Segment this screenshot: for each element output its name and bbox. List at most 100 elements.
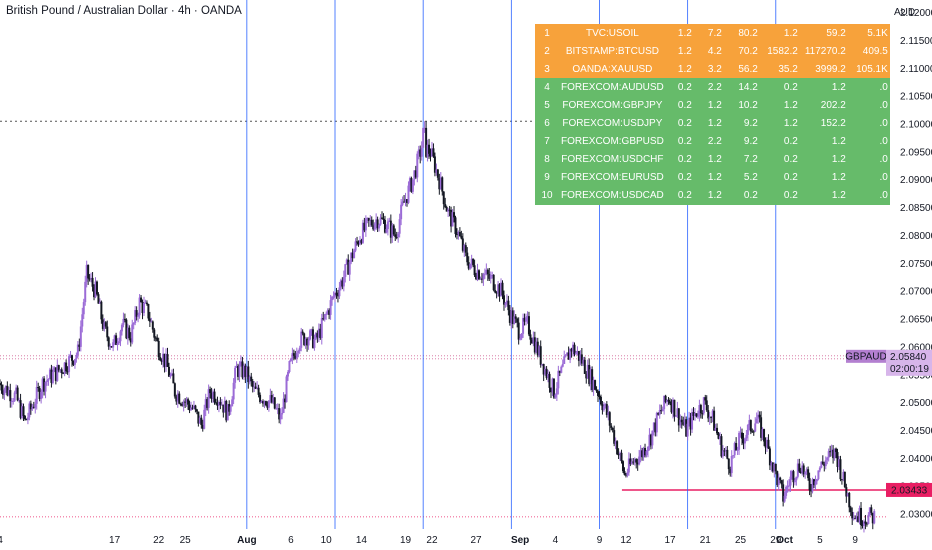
candle-body bbox=[814, 481, 817, 486]
candle-body bbox=[142, 302, 145, 314]
candle-body bbox=[68, 356, 71, 372]
candle-body bbox=[320, 318, 323, 339]
candle-body bbox=[70, 355, 73, 361]
candle-body bbox=[138, 297, 141, 316]
candle-body bbox=[357, 242, 360, 245]
candle-body bbox=[591, 369, 594, 391]
candle-body bbox=[835, 448, 838, 453]
candle-body bbox=[751, 431, 754, 433]
candle-body bbox=[857, 516, 860, 522]
candle-body bbox=[426, 144, 429, 157]
candle-body bbox=[229, 406, 232, 412]
x-tick-label: 6 bbox=[288, 535, 294, 546]
candle-body bbox=[745, 434, 748, 439]
candle-body bbox=[112, 342, 115, 348]
candle-body bbox=[577, 351, 580, 361]
x-tick-label: 22 bbox=[153, 535, 165, 546]
candle-body bbox=[799, 471, 802, 474]
candle-body bbox=[654, 422, 657, 433]
candle-body bbox=[494, 290, 497, 293]
candle-body bbox=[118, 341, 121, 344]
candle-body bbox=[626, 472, 629, 476]
candle-body bbox=[583, 359, 586, 374]
candle-body bbox=[458, 232, 461, 237]
candle-body bbox=[860, 507, 863, 526]
candle-body bbox=[616, 441, 619, 455]
candle-body bbox=[827, 451, 830, 458]
table-cell: .0 bbox=[879, 172, 888, 184]
candle-body bbox=[733, 443, 736, 456]
candle-body bbox=[79, 326, 82, 347]
candle-body bbox=[439, 177, 442, 190]
candle-body bbox=[642, 448, 645, 458]
candle-body bbox=[76, 344, 79, 356]
candle-body bbox=[758, 414, 761, 418]
candle-body bbox=[580, 354, 583, 364]
candle-body bbox=[525, 317, 528, 322]
candle-body bbox=[207, 389, 210, 408]
candle-body bbox=[475, 275, 478, 280]
table-cell: 105.1K bbox=[856, 63, 888, 75]
candle-body bbox=[179, 403, 182, 405]
candle-body bbox=[592, 380, 595, 391]
candle-body bbox=[808, 478, 811, 491]
candle-body bbox=[309, 330, 312, 340]
candle-body bbox=[363, 222, 366, 231]
candle-body bbox=[790, 471, 793, 477]
candle-body bbox=[351, 252, 354, 259]
candle-body bbox=[137, 315, 140, 317]
candle-body bbox=[868, 507, 871, 515]
candle-body bbox=[436, 169, 439, 178]
candle-body bbox=[279, 414, 282, 420]
candle-body bbox=[87, 264, 90, 279]
last-price-value: 2.05840 bbox=[890, 352, 927, 363]
candle-body bbox=[107, 337, 110, 347]
x-tick-label: 12 bbox=[620, 535, 632, 546]
candle-body bbox=[335, 292, 338, 296]
table-cell: 0.2 bbox=[677, 118, 692, 130]
candle-body bbox=[688, 417, 691, 424]
table-cell: 1.2 bbox=[677, 45, 692, 57]
candle-body bbox=[824, 460, 827, 467]
candle-body bbox=[75, 355, 78, 360]
table-cell: 1.2 bbox=[831, 154, 846, 166]
candle-body bbox=[266, 405, 269, 408]
candle-body bbox=[401, 201, 404, 205]
candle-body bbox=[262, 401, 265, 404]
candle-body bbox=[113, 335, 116, 343]
candle-body bbox=[217, 401, 220, 406]
candle-body bbox=[288, 361, 291, 372]
candle-body bbox=[298, 347, 301, 352]
candle-body bbox=[160, 360, 163, 362]
candle-body bbox=[361, 222, 364, 243]
candle-body bbox=[188, 404, 191, 411]
table-cell: 35.2 bbox=[778, 63, 798, 75]
candle-body bbox=[811, 479, 814, 492]
candle-body bbox=[658, 410, 661, 415]
candle-body bbox=[93, 286, 96, 298]
candle-body bbox=[570, 349, 573, 352]
candle-body bbox=[410, 178, 413, 192]
candle-body bbox=[560, 366, 563, 373]
candle-body bbox=[404, 199, 407, 202]
candle-body bbox=[120, 324, 123, 332]
candle-body bbox=[520, 333, 523, 339]
candle-body bbox=[495, 292, 498, 294]
candle-body bbox=[470, 258, 473, 264]
candle-body bbox=[610, 425, 613, 428]
candle-body bbox=[621, 461, 624, 472]
candle-body bbox=[757, 414, 760, 419]
candle-body bbox=[106, 326, 109, 338]
candle-body bbox=[91, 277, 94, 287]
candle-body bbox=[720, 436, 723, 457]
candle-body bbox=[386, 221, 389, 230]
candle-body bbox=[257, 387, 260, 395]
candle-body bbox=[685, 419, 688, 437]
candle-body bbox=[44, 381, 47, 392]
y-tick-label: 2.08500 bbox=[900, 203, 932, 214]
candle-body bbox=[228, 404, 231, 412]
candle-body bbox=[237, 365, 240, 377]
y-tick-label: 2.09500 bbox=[900, 147, 932, 158]
candle-body bbox=[695, 413, 698, 417]
